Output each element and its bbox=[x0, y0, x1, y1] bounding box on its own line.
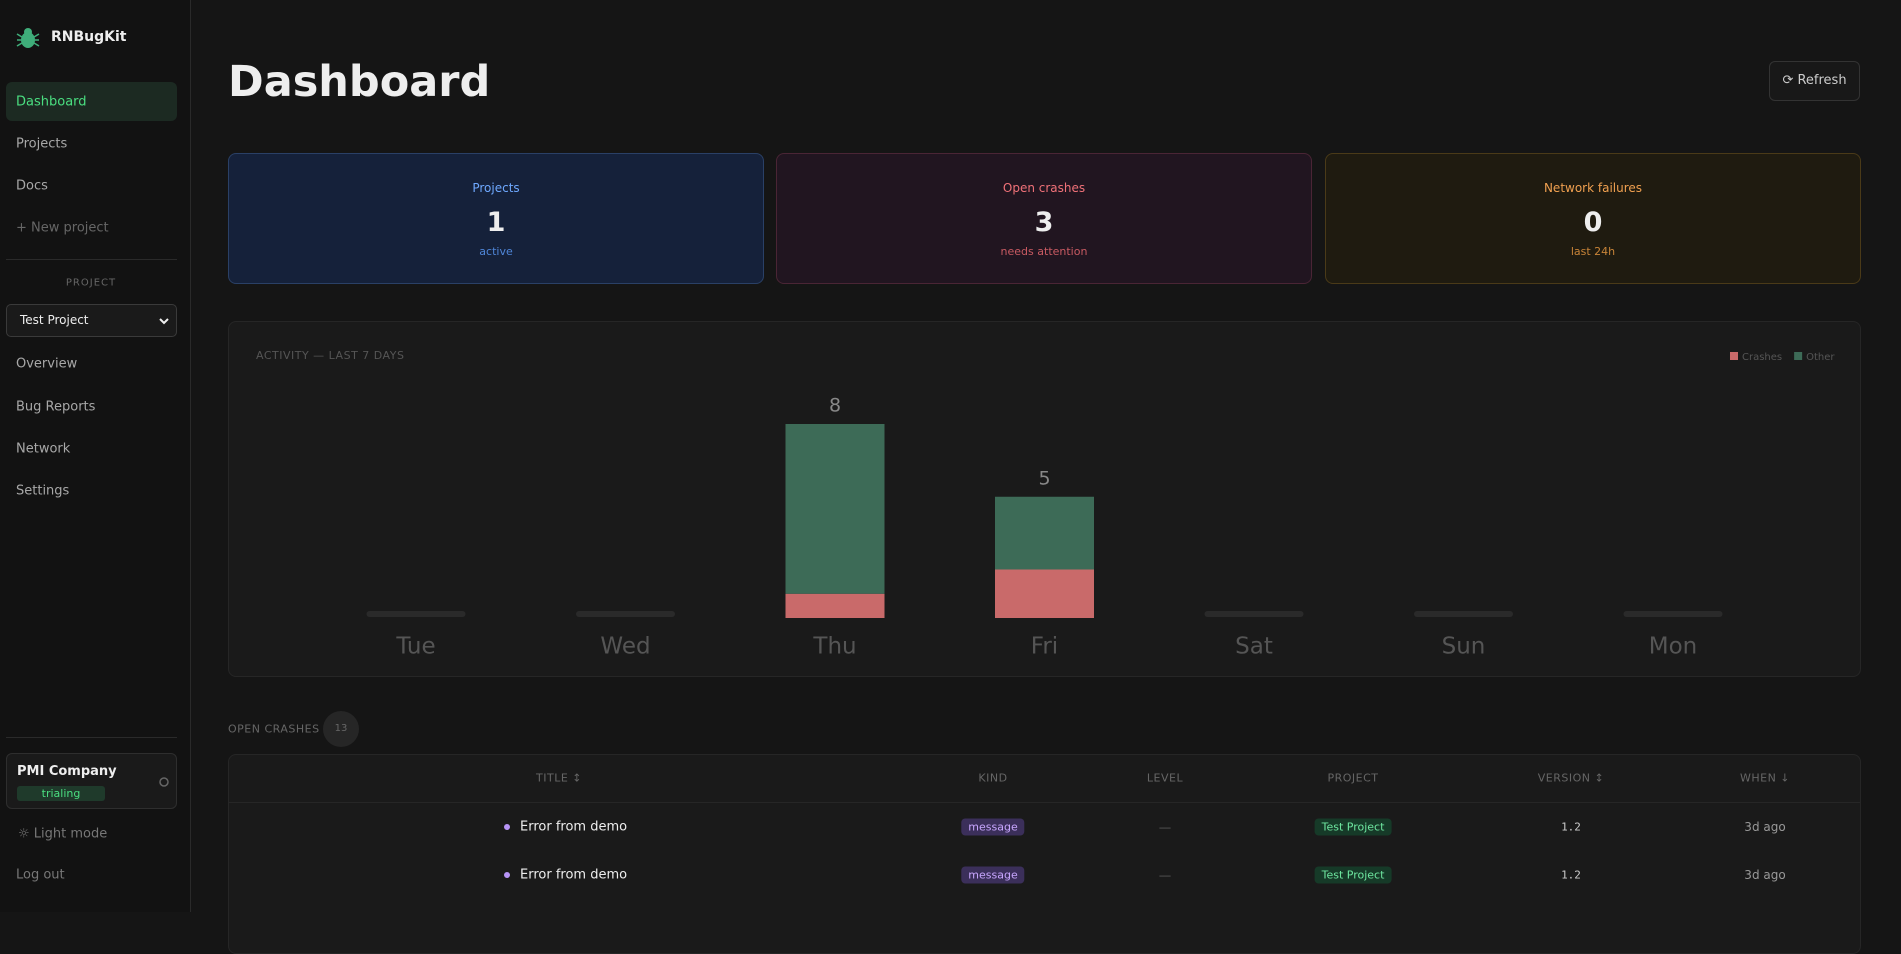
project-badge: Test Project bbox=[1314, 818, 1392, 836]
bar-placeholder bbox=[576, 611, 675, 617]
crash-table: TITLE ↕ KIND LEVEL PROJECT VERSION ↕ WHEN ↓ Er… bbox=[228, 754, 1861, 954]
bar-segment bbox=[995, 569, 1094, 618]
status-dot bbox=[504, 872, 510, 878]
column-header: PROJECT bbox=[1327, 771, 1379, 785]
column-header: VERSION ↕ bbox=[1537, 771, 1605, 785]
org-name: PMI Company bbox=[17, 764, 117, 779]
stat-value: 3 bbox=[1034, 207, 1054, 238]
when: 3d ago bbox=[1744, 868, 1786, 882]
bar-placeholder bbox=[1414, 611, 1513, 617]
legend-label: Other bbox=[1806, 352, 1835, 363]
stat-value: 1 bbox=[486, 207, 506, 238]
select-value: Test Project bbox=[20, 313, 89, 327]
refresh-text: Refresh bbox=[1797, 73, 1847, 88]
nav-item[interactable]: Dashboard bbox=[16, 94, 87, 110]
x-tick-label: Thu bbox=[812, 634, 856, 660]
bar-placeholder bbox=[366, 611, 466, 617]
column-header: TITLE ↕ bbox=[536, 771, 582, 785]
crash-title: Error from demo bbox=[520, 819, 628, 835]
page: RNBugKit Dashboard Projects Docs + New p… bbox=[0, 0, 1861, 954]
gear-icon bbox=[159, 777, 169, 787]
chart-title: ACTIVITY — LAST 7 DAYS bbox=[256, 349, 404, 362]
nav-item[interactable]: Settings bbox=[16, 483, 70, 499]
divider bbox=[6, 737, 177, 738]
refresh-button[interactable]: ⟳ Refresh bbox=[1769, 61, 1860, 101]
header-divider bbox=[229, 802, 1860, 803]
nav-item[interactable]: Network bbox=[16, 441, 71, 457]
x-tick-label: Wed bbox=[600, 634, 650, 660]
nav-item[interactable]: Overview bbox=[16, 356, 78, 372]
chevron bbox=[159, 318, 169, 325]
column-header: WHEN ↓ bbox=[1739, 771, 1791, 785]
kind-badge: message bbox=[961, 866, 1025, 884]
divider bbox=[6, 259, 177, 260]
brand: RNBugKit bbox=[51, 29, 127, 45]
theme-toggle[interactable]: ☼ Light mode bbox=[18, 826, 108, 842]
stat-note: last 24h bbox=[1570, 245, 1616, 258]
x-tick-label: Sat bbox=[1235, 634, 1273, 660]
bar-segment bbox=[785, 593, 885, 618]
project-badge: Test Project bbox=[1314, 866, 1392, 884]
project-select[interactable]: Test Project bbox=[6, 304, 177, 337]
x-tick-label: Fri bbox=[1031, 634, 1058, 660]
bar-segment bbox=[785, 424, 885, 594]
legend-swatch bbox=[1730, 352, 1738, 360]
bar-total: 8 bbox=[829, 395, 841, 417]
crash-title: Error from demo bbox=[520, 867, 628, 883]
kind-badge: message bbox=[961, 818, 1025, 836]
legend-label: Crashes bbox=[1742, 352, 1782, 363]
stat-note: needs attention bbox=[1000, 245, 1088, 258]
stat-card: Open crashes 3 needs attention bbox=[776, 153, 1312, 284]
bar-segment bbox=[995, 496, 1094, 570]
nav-item[interactable]: Docs bbox=[16, 178, 48, 194]
column-header: KIND bbox=[978, 771, 1008, 785]
bar-placeholder bbox=[1204, 611, 1304, 617]
logout[interactable]: Log out bbox=[16, 867, 65, 883]
level: — bbox=[1158, 867, 1172, 883]
stat-card: Projects 1 active bbox=[228, 153, 764, 284]
column-header: LEVEL bbox=[1146, 771, 1184, 785]
activity-chart: ACTIVITY — LAST 7 DAYS Crashes Other Tue Wed… bbox=[256, 349, 1835, 660]
status-dot bbox=[504, 824, 510, 830]
when: 3d ago bbox=[1744, 820, 1786, 834]
level: — bbox=[1158, 819, 1172, 835]
version: 1.2 bbox=[1561, 820, 1581, 834]
stat-label: Open crashes bbox=[1002, 181, 1086, 195]
section-label: PROJECT bbox=[65, 277, 117, 289]
x-tick-label: Tue bbox=[395, 634, 435, 660]
page-title: Dashboard bbox=[228, 57, 491, 107]
nav-item[interactable]: Projects bbox=[16, 136, 68, 152]
org-status: trialing bbox=[17, 786, 105, 801]
logo bbox=[16, 28, 40, 48]
active-nav-bg bbox=[6, 82, 177, 121]
x-tick-label: Mon bbox=[1649, 634, 1698, 660]
theme-text: Light mode bbox=[33, 826, 108, 842]
stat-value: 0 bbox=[1583, 207, 1603, 238]
bar-placeholder bbox=[1623, 611, 1723, 617]
nav-item[interactable]: Bug Reports bbox=[16, 399, 96, 415]
stat-note: active bbox=[479, 245, 513, 258]
legend-swatch bbox=[1794, 352, 1803, 360]
org-box[interactable]: PMI Company trialing bbox=[6, 753, 177, 809]
sidebar: RNBugKit Dashboard Projects Docs + New p… bbox=[0, 0, 191, 912]
count-badge: 13 bbox=[323, 711, 359, 747]
stat-card: Network failures 0 last 24h bbox=[1325, 153, 1861, 284]
stat-label: Network failures bbox=[1543, 181, 1643, 195]
bar-total: 5 bbox=[1038, 467, 1050, 489]
stat-label: Projects bbox=[472, 181, 520, 195]
section-title: OPEN CRASHES bbox=[228, 722, 320, 736]
x-tick-label: Sun bbox=[1442, 634, 1486, 660]
version: 1.2 bbox=[1561, 868, 1581, 882]
nav-item[interactable]: + New project bbox=[16, 220, 109, 236]
